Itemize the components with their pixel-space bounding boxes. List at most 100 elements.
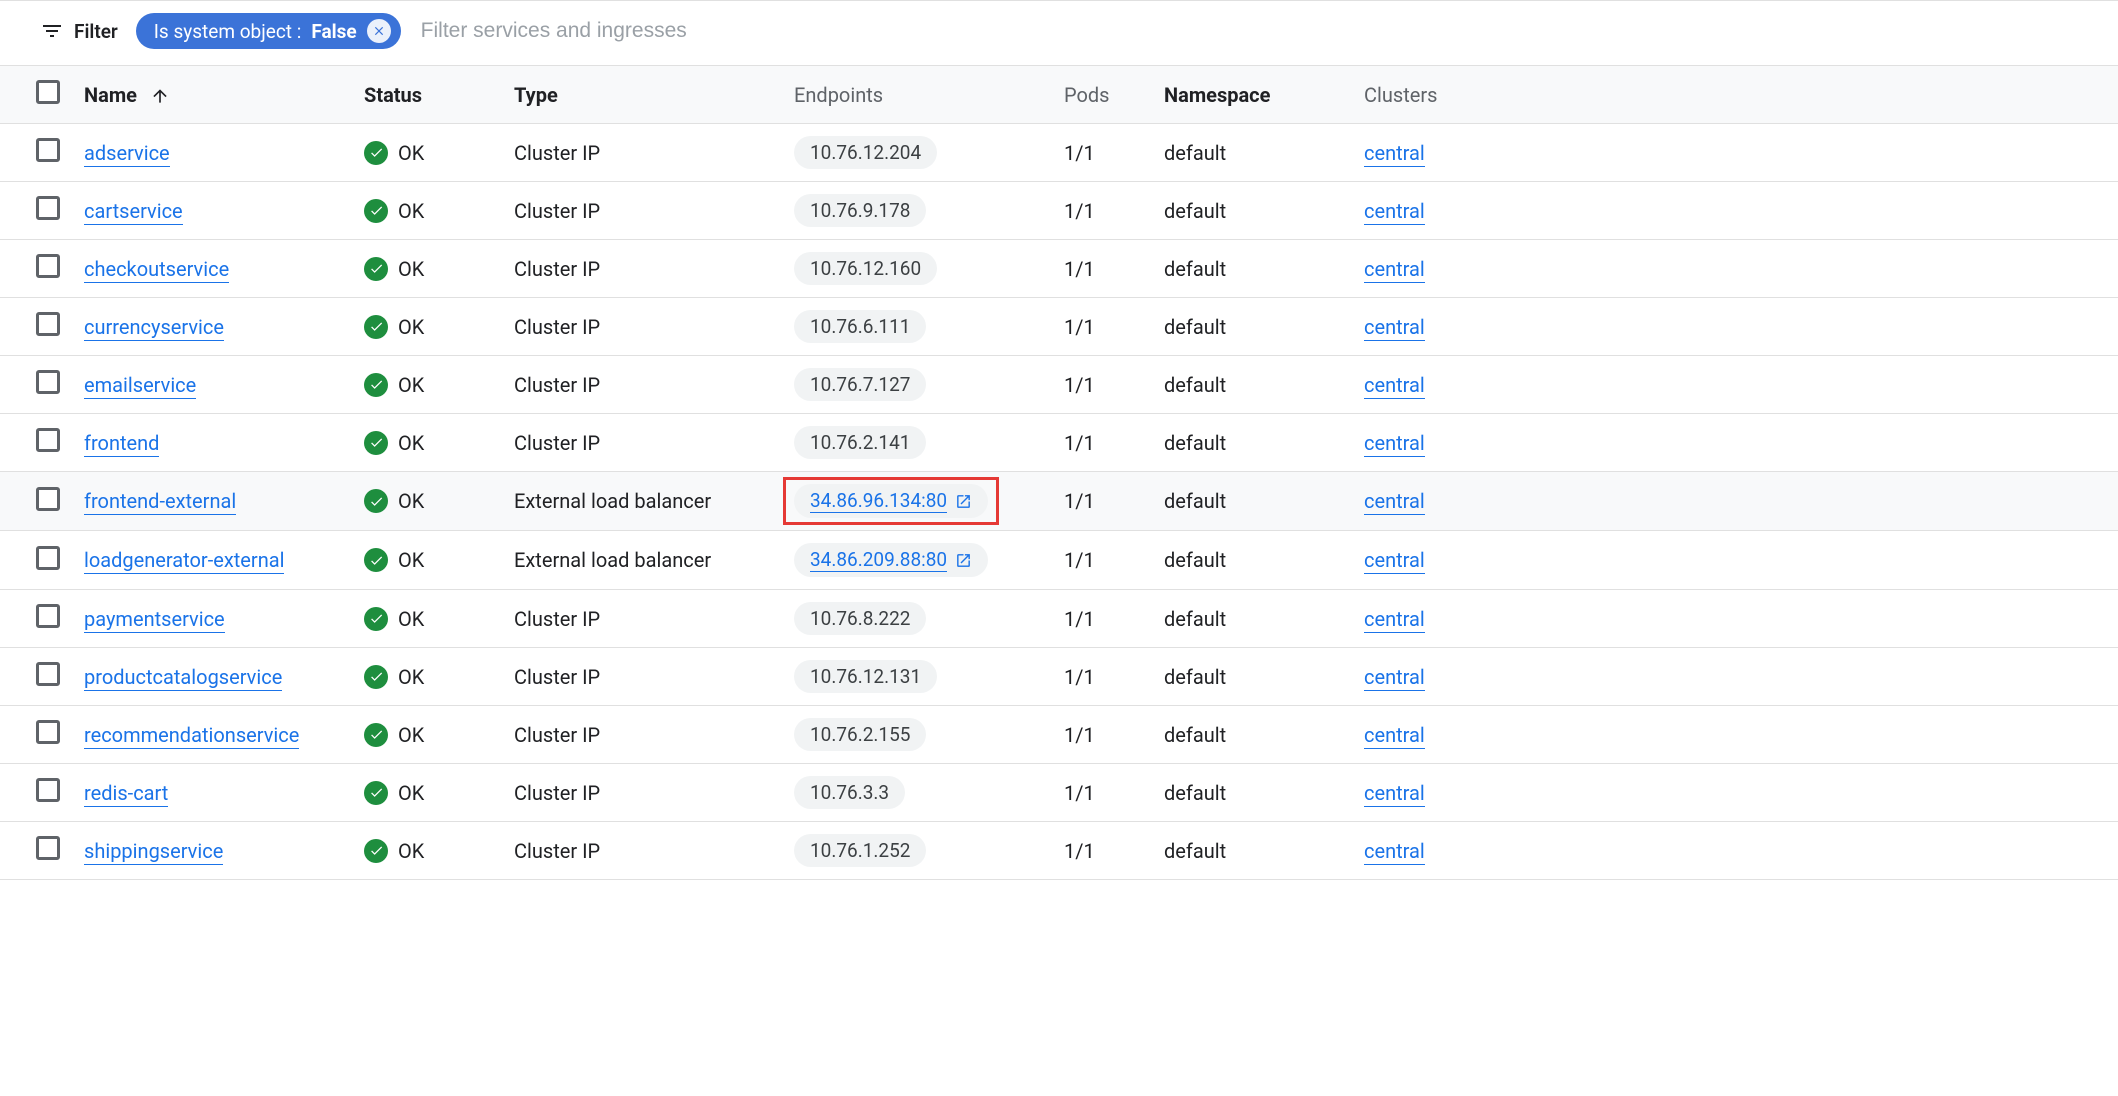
endpoint-pill[interactable]: 10.76.6.111 [794, 310, 926, 343]
namespace-cell: default [1152, 356, 1352, 414]
endpoint-text: 10.76.12.204 [810, 141, 921, 164]
service-link[interactable]: adservice [84, 141, 170, 167]
service-link[interactable]: frontend-external [84, 489, 236, 515]
filter-chip[interactable]: Is system object : False [136, 13, 401, 49]
row-checkbox[interactable] [36, 138, 60, 162]
service-link[interactable]: recommendationservice [84, 723, 299, 749]
endpoint-pill[interactable]: 10.76.8.222 [794, 602, 926, 635]
status-text: OK [398, 548, 424, 572]
service-link[interactable]: loadgenerator-external [84, 548, 284, 574]
table-row: redis-cartOKCluster IP10.76.3.31/1defaul… [0, 764, 2118, 822]
column-status[interactable]: Status [352, 66, 502, 124]
service-link[interactable]: shippingservice [84, 839, 223, 865]
row-checkbox-cell [0, 298, 72, 356]
endpoint-pill[interactable]: 10.76.12.131 [794, 660, 937, 693]
row-checkbox[interactable] [36, 487, 60, 511]
column-pods[interactable]: Pods [1052, 66, 1152, 124]
service-link[interactable]: checkoutservice [84, 257, 229, 283]
row-checkbox[interactable] [36, 604, 60, 628]
cluster-link[interactable]: central [1364, 839, 1425, 865]
column-name[interactable]: Name [72, 66, 352, 124]
row-checkbox[interactable] [36, 836, 60, 860]
table-row: shippingserviceOKCluster IP10.76.1.2521/… [0, 822, 2118, 880]
pods-cell: 1/1 [1052, 124, 1152, 182]
row-checkbox[interactable] [36, 720, 60, 744]
cluster-link[interactable]: central [1364, 723, 1425, 749]
service-name-cell: paymentservice [72, 590, 352, 648]
filter-icon [40, 19, 64, 43]
cluster-link[interactable]: central [1364, 141, 1425, 167]
column-type[interactable]: Type [502, 66, 782, 124]
cluster-link[interactable]: central [1364, 199, 1425, 225]
service-link[interactable]: paymentservice [84, 607, 225, 633]
cluster-cell: central [1352, 764, 2118, 822]
cluster-link[interactable]: central [1364, 781, 1425, 807]
pods-cell: 1/1 [1052, 472, 1152, 531]
service-link[interactable]: cartservice [84, 199, 183, 225]
status-ok-icon [364, 781, 388, 805]
endpoint-pill[interactable]: 10.76.12.160 [794, 252, 937, 285]
cluster-link[interactable]: central [1364, 665, 1425, 691]
endpoint-text: 10.76.7.127 [810, 373, 910, 396]
namespace-cell: default [1152, 124, 1352, 182]
status-ok-icon [364, 723, 388, 747]
cluster-link[interactable]: central [1364, 257, 1425, 283]
service-link[interactable]: redis-cart [84, 781, 168, 807]
endpoint-link-pill[interactable]: 34.86.96.134:80 [794, 484, 988, 518]
filter-input[interactable] [419, 18, 2094, 44]
cluster-link[interactable]: central [1364, 489, 1425, 515]
cluster-link[interactable]: central [1364, 373, 1425, 399]
table-row: emailserviceOKCluster IP10.76.7.1271/1de… [0, 356, 2118, 414]
status-cell: OK [352, 298, 502, 356]
service-name-cell: loadgenerator-external [72, 531, 352, 590]
endpoint-pill[interactable]: 10.76.1.252 [794, 834, 926, 867]
status-ok-icon [364, 315, 388, 339]
column-clusters[interactable]: Clusters [1352, 66, 2118, 124]
row-checkbox[interactable] [36, 312, 60, 336]
external-link-icon [955, 493, 972, 510]
row-checkbox[interactable] [36, 370, 60, 394]
endpoint-cell: 34.86.209.88:80 [782, 531, 1052, 590]
type-cell: Cluster IP [502, 764, 782, 822]
service-link[interactable]: emailservice [84, 373, 196, 399]
row-checkbox[interactable] [36, 196, 60, 220]
cluster-link[interactable]: central [1364, 315, 1425, 341]
service-name-cell: adservice [72, 124, 352, 182]
pods-cell: 1/1 [1052, 240, 1152, 298]
cluster-link[interactable]: central [1364, 607, 1425, 633]
service-link[interactable]: productcatalogservice [84, 665, 282, 691]
column-namespace[interactable]: Namespace [1152, 66, 1352, 124]
endpoint-pill[interactable]: 10.76.2.155 [794, 718, 926, 751]
endpoint-pill[interactable]: 10.76.3.3 [794, 776, 905, 809]
endpoint-pill[interactable]: 10.76.2.141 [794, 426, 926, 459]
endpoint-pill[interactable]: 10.76.12.204 [794, 136, 937, 169]
row-checkbox[interactable] [36, 428, 60, 452]
row-checkbox[interactable] [36, 254, 60, 278]
endpoint-pill[interactable]: 10.76.9.178 [794, 194, 926, 227]
status-text: OK [398, 257, 424, 281]
status-cell: OK [352, 414, 502, 472]
namespace-cell: default [1152, 648, 1352, 706]
row-checkbox[interactable] [36, 546, 60, 570]
endpoint-cell: 10.76.12.131 [782, 648, 1052, 706]
select-all-checkbox[interactable] [36, 80, 60, 104]
column-endpoints[interactable]: Endpoints [782, 66, 1052, 124]
row-checkbox[interactable] [36, 662, 60, 686]
endpoint-pill[interactable]: 10.76.7.127 [794, 368, 926, 401]
highlight-annotation: 34.86.96.134:80 [783, 477, 999, 525]
endpoint-link-pill[interactable]: 34.86.209.88:80 [794, 543, 988, 577]
pods-cell: 1/1 [1052, 298, 1152, 356]
table-row: paymentserviceOKCluster IP10.76.8.2221/1… [0, 590, 2118, 648]
status-ok-icon [364, 373, 388, 397]
service-name-cell: recommendationservice [72, 706, 352, 764]
row-checkbox[interactable] [36, 778, 60, 802]
status-ok-icon [364, 141, 388, 165]
chip-remove-icon[interactable] [367, 19, 391, 43]
filter-label[interactable]: Filter [40, 19, 118, 43]
endpoint-text: 10.76.1.252 [810, 839, 910, 862]
service-link[interactable]: frontend [84, 431, 159, 457]
cluster-link[interactable]: central [1364, 548, 1425, 574]
service-link[interactable]: currencyservice [84, 315, 224, 341]
cluster-link[interactable]: central [1364, 431, 1425, 457]
status-text: OK [398, 199, 424, 223]
